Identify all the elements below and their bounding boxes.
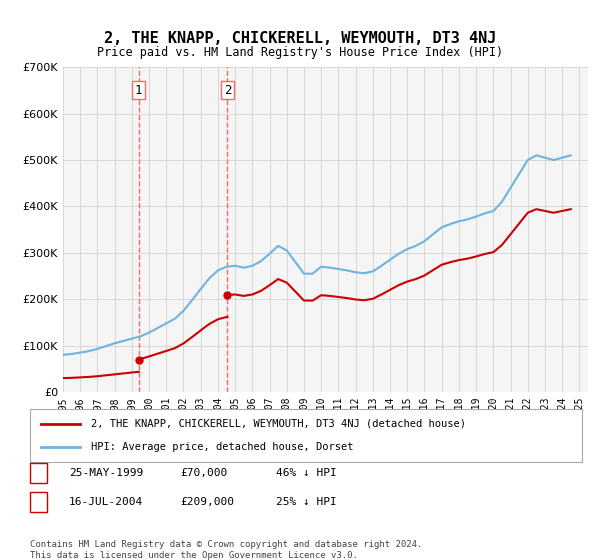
Text: £209,000: £209,000	[180, 497, 234, 507]
Text: 2: 2	[35, 497, 42, 507]
Text: 1: 1	[135, 84, 142, 97]
Text: £70,000: £70,000	[180, 468, 227, 478]
Text: Contains HM Land Registry data © Crown copyright and database right 2024.
This d: Contains HM Land Registry data © Crown c…	[30, 540, 422, 560]
Text: 2: 2	[224, 84, 231, 97]
Text: 2, THE KNAPP, CHICKERELL, WEYMOUTH, DT3 4NJ (detached house): 2, THE KNAPP, CHICKERELL, WEYMOUTH, DT3 …	[91, 419, 466, 429]
Text: Price paid vs. HM Land Registry's House Price Index (HPI): Price paid vs. HM Land Registry's House …	[97, 46, 503, 59]
Text: 25% ↓ HPI: 25% ↓ HPI	[276, 497, 337, 507]
Text: 1: 1	[35, 468, 42, 478]
Text: 25-MAY-1999: 25-MAY-1999	[69, 468, 143, 478]
Text: HPI: Average price, detached house, Dorset: HPI: Average price, detached house, Dors…	[91, 442, 353, 452]
Text: 2, THE KNAPP, CHICKERELL, WEYMOUTH, DT3 4NJ: 2, THE KNAPP, CHICKERELL, WEYMOUTH, DT3 …	[104, 31, 496, 46]
Text: 46% ↓ HPI: 46% ↓ HPI	[276, 468, 337, 478]
Text: 16-JUL-2004: 16-JUL-2004	[69, 497, 143, 507]
